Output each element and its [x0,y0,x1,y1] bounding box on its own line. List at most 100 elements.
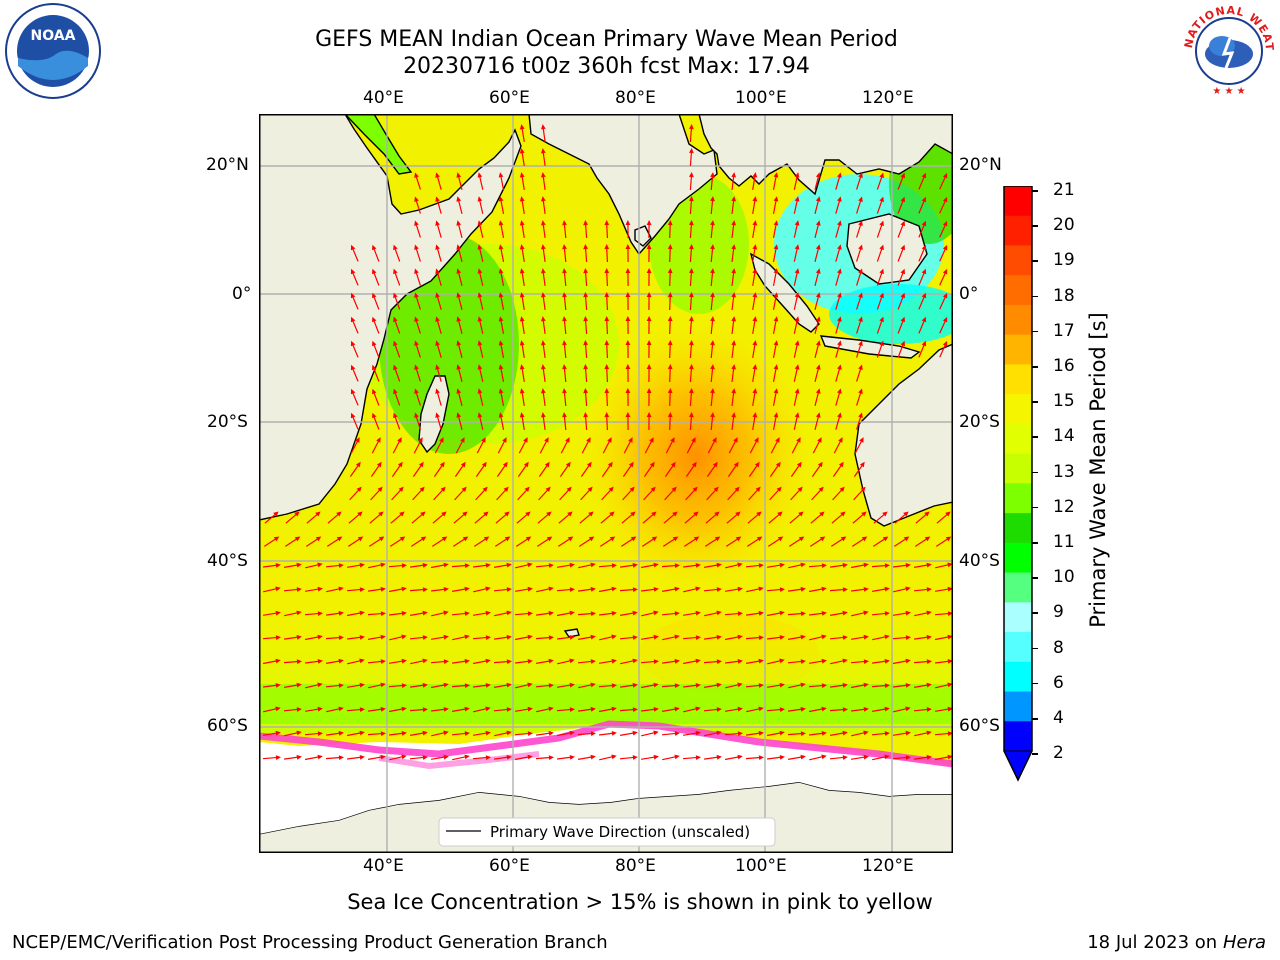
africa-landmass [258,113,522,521]
wave-direction-arrow [388,683,407,688]
wave-direction-arrow [832,486,845,501]
wave-direction-arrow [683,610,701,616]
wave-direction-arrow [682,658,701,665]
wave-direction-arrow [412,486,425,501]
wave-direction-arrow [350,388,359,406]
wave-direction-arrow [913,659,932,664]
wave-direction-arrow [662,634,680,641]
wave-direction-arrow [706,461,718,477]
wave-direction-arrow [284,730,302,737]
wave-direction-arrow [641,610,659,617]
title-line-2: 20230716 t00z 360h fcst Max: 17.94 [403,54,810,79]
wave-direction-arrow [876,220,884,238]
wave-direction-arrow [835,268,842,286]
wave-direction-arrow [876,244,884,262]
wave-direction-arrow [683,536,700,547]
wave-direction-arrow [391,486,404,501]
wave-direction-arrow [519,268,525,286]
wave-direction-arrow [371,437,381,454]
wave-direction-arrow [710,364,715,383]
wave-direction-arrow [766,707,785,712]
wave-direction-arrow [493,659,512,664]
wave-direction-arrow [814,196,821,214]
wave-direction-arrow [473,536,490,547]
wave-direction-arrow [599,634,617,641]
wave-direction-arrow [772,388,779,407]
wave-direction-arrow [876,172,884,190]
wave-direction-arrow [914,754,932,760]
wave-direction-arrow [725,682,743,689]
wave-direction-arrow [393,388,401,406]
wave-direction-arrow [496,486,509,501]
wave-direction-arrow [514,754,533,761]
wave-direction-arrow [787,754,806,760]
wave-direction-arrow [914,610,932,617]
wave-direction-arrow [515,682,533,689]
wave-direction-arrow [811,461,823,477]
wave-direction-arrow [726,511,741,524]
wave-direction-arrow [939,316,948,334]
wave-direction-arrow [604,340,610,359]
wave-direction-arrow [578,562,596,569]
wave-direction-arrow [557,562,575,568]
wave-direction-arrow [583,364,588,383]
wave-direction-arrow [535,563,554,568]
wave-direction-arrow [683,706,701,713]
wave-direction-arrow [263,586,281,593]
wave-direction-arrow [583,292,588,311]
wave-direction-arrow [667,220,673,239]
wave-direction-arrow [646,316,652,335]
wave-direction-arrow [646,388,652,407]
wave-direction-arrow [662,754,680,761]
wave-direction-arrow [541,364,546,382]
wave-direction-arrow [431,634,449,640]
wave-direction-arrow [580,486,593,501]
wave-direction-arrow [793,364,800,382]
wave-direction-arrow [640,682,659,689]
wave-direction-arrow [745,755,764,760]
colorbar-segment [1004,721,1032,752]
wave-direction-arrow [853,461,865,477]
wave-direction-arrow [683,586,701,593]
wave-direction-arrow [515,562,533,569]
colorbar-tick-label: 4 [1053,708,1064,728]
wave-direction-arrow [577,754,596,760]
wave-direction-arrow [724,611,743,616]
wave-direction-arrow [498,316,505,335]
wave-direction-arrow [599,611,617,616]
wave-direction-arrow [689,148,694,167]
wave-direction-arrow [604,364,610,383]
wave-direction-arrow [897,196,905,214]
wave-direction-arrow [661,586,680,592]
wave-direction-arrow [793,388,800,406]
wave-direction-arrow [772,172,779,191]
wave-direction-arrow [873,511,888,524]
colorbar-segment [1004,632,1032,663]
wave-direction-arrow [897,220,905,238]
wave-direction-arrow [474,511,489,524]
wave-direction-arrow [389,634,407,641]
wave-direction-arrow [934,731,953,736]
wave-direction-arrow [689,124,694,143]
wave-direction-arrow [598,563,617,568]
wave-direction-arrow [451,586,470,592]
wave-direction-arrow [562,292,567,311]
wave-direction-arrow [519,196,525,214]
wave-direction-arrow [433,486,446,501]
colorbar-tick-label: 14 [1053,426,1075,447]
colorbar-tick-label: 19 [1053,250,1075,271]
wave-direction-arrow [745,635,764,640]
lon-label-bottom-100e: 100°E [735,856,787,876]
wave-direction-arrow [347,562,365,568]
wave-direction-arrow [703,659,722,664]
wave-direction-arrow [414,340,421,358]
wave-direction-arrow [410,536,427,547]
wave-direction-arrow [914,536,931,547]
wave-direction-arrow [793,316,800,334]
wave-direction-arrow [685,461,697,477]
wave-direction-arrow [625,268,631,287]
wave-direction-arrow [541,172,546,190]
wave-direction-arrow [772,268,779,287]
wave-direction-arrow [519,148,525,166]
lat-label-left-40s: 40°S [207,551,248,571]
